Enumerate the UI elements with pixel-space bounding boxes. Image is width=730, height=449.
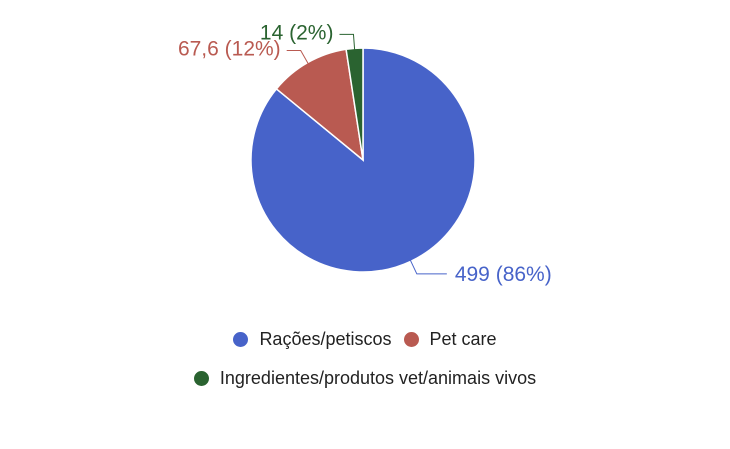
legend-label-racoes: Rações/petiscos [259, 328, 392, 349]
pie-chart-plot: 499 (86%) 67,6 (12%)14 (2%) [178, 21, 552, 286]
legend-swatch-racoes [233, 331, 249, 347]
legend-row-2: Ingredientes/produtos vet/animais vivos [0, 366, 730, 390]
legend-label-ingredientes: Ingredientes/produtos vet/animais vivos [219, 367, 537, 388]
legend-item-pet-care[interactable]: Pet care [403, 328, 497, 350]
leader-line-ingredientes [339, 33, 356, 51]
legend-label-pet-care: Pet care [429, 328, 497, 349]
legend-row-1: Rações/petiscos Pet care [0, 327, 730, 351]
legend-swatch-ingredientes [193, 370, 209, 386]
data-label-pet-care: 67,6 (12%) [178, 37, 281, 60]
legend-item-racoes[interactable]: Rações/petiscos [233, 328, 392, 350]
legend-swatch-pet-care [403, 331, 419, 347]
legend-item-ingredientes[interactable]: Ingredientes/produtos vet/animais vivos [193, 367, 537, 389]
data-label-racoes: 499 (86%) [455, 263, 552, 286]
leader-line-racoes [409, 259, 447, 275]
leader-line-pet-care [286, 49, 310, 65]
data-label-ingredientes: 14 (2%) [260, 21, 334, 44]
